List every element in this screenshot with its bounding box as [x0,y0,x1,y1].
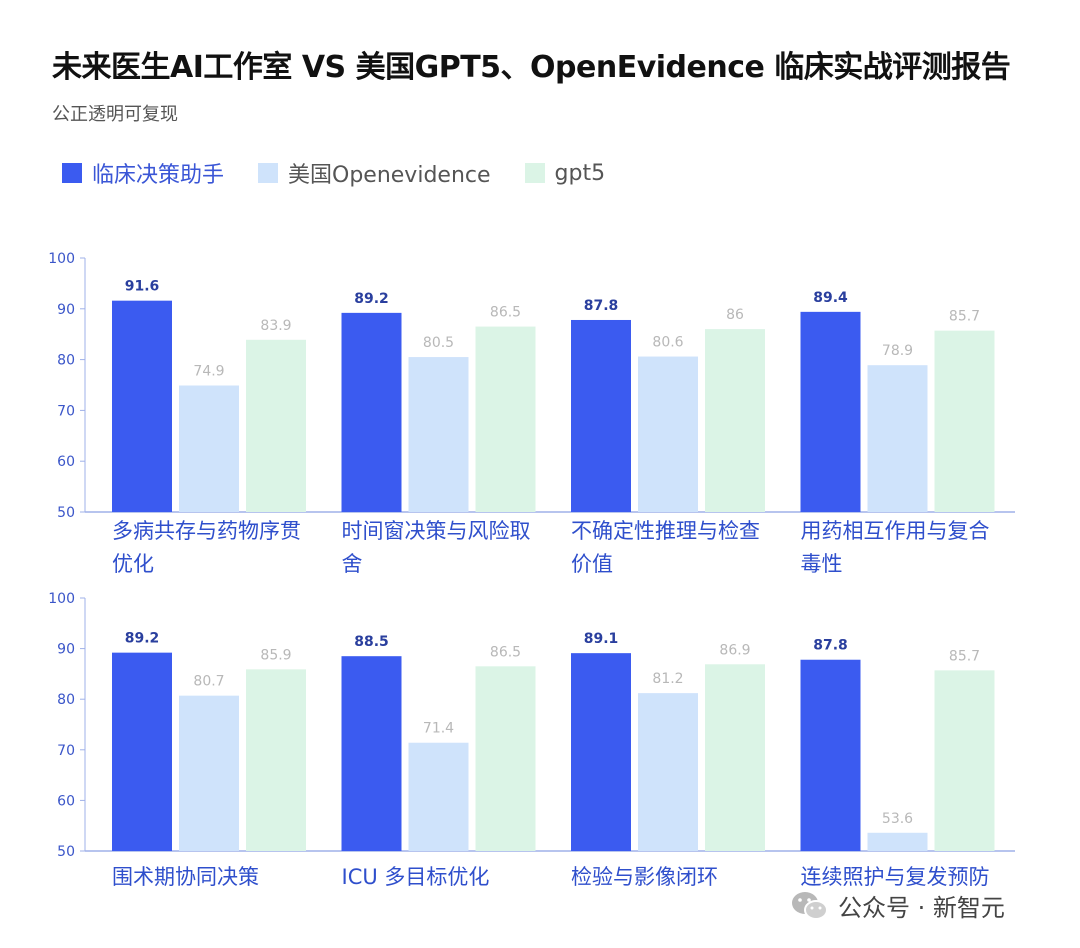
data-label: 53.6 [882,811,913,827]
data-label: 85.9 [260,647,291,663]
x-category-label: 舍 [342,552,363,576]
y-tick-label: 60 [57,454,75,470]
legend-item-openevidence: 美国Openevidence [258,157,491,189]
data-label: 89.4 [813,290,848,306]
legend-swatch-primary [62,163,82,183]
y-tick-label: 80 [57,353,75,369]
bar [408,357,469,512]
data-label: 80.7 [193,674,224,690]
chart-title: 未来医生AI工作室 VS 美国GPT5、OpenEvidence 临床实战评测报… [52,50,1011,85]
x-category-label: 毒性 [801,552,843,576]
watermark-text: 公众号 · 新智元 [838,894,1005,922]
x-category-label: 不确定性推理与检查 [571,519,760,543]
legend: 临床决策助手 美国Openevidence gpt5 [62,157,639,189]
bar [112,652,172,851]
bar [341,656,402,851]
data-label: 80.6 [652,335,683,351]
x-category-label: 连续照护与复发预防 [801,865,990,889]
y-tick-label: 50 [57,505,75,521]
bar [475,326,536,512]
bar [934,330,995,512]
bar [800,659,861,851]
data-label: 86.5 [490,305,521,321]
y-tick-label: 90 [57,642,75,658]
data-label: 89.1 [584,631,619,647]
bar [246,669,306,851]
y-tick-label: 60 [57,793,75,809]
x-category-label: 价值 [571,552,613,576]
y-tick-label: 70 [57,403,75,419]
x-category-label: ICU 多目标优化 [342,865,490,889]
bar [341,312,402,512]
bar [638,356,698,512]
y-tick-label: 70 [57,743,75,759]
bar [571,319,631,512]
watermark: 公众号 · 新智元 [790,888,1005,923]
bar [800,311,861,512]
bar [179,695,239,851]
data-label: 87.8 [584,298,619,314]
data-label: 81.2 [652,671,683,687]
data-label: 83.9 [260,318,291,334]
x-category-label: 检验与影像闭环 [571,865,718,889]
legend-swatch-gpt5 [524,163,545,183]
data-label: 86.5 [490,644,521,660]
bar [112,300,172,512]
legend-item-primary: 临床决策助手 [62,157,224,189]
data-label: 80.5 [423,335,454,351]
data-label: 89.2 [354,291,389,307]
bar [705,329,765,512]
y-tick-label: 50 [57,844,75,860]
data-label: 74.9 [193,364,224,380]
data-label: 78.9 [882,343,913,359]
legend-label-openevidence: 美国Openevidence [288,163,491,188]
bar [179,385,239,512]
bar [246,339,306,512]
bar [934,670,995,851]
data-label: 85.7 [949,309,980,325]
data-label: 85.7 [949,648,980,664]
x-category-label: 时间窗决策与风险取 [342,519,531,543]
data-label: 87.8 [813,638,848,654]
y-tick-label: 90 [57,302,75,318]
bar [867,832,928,851]
y-tick-label: 100 [48,251,75,267]
x-category-label: 优化 [112,552,154,576]
x-category-label: 多病共存与药物序贯 [112,519,301,543]
legend-swatch-openevidence [258,163,279,183]
x-category-label: 围术期协同决策 [112,865,259,889]
data-label: 71.4 [423,721,454,737]
wechat-icon [792,891,828,920]
legend-label-gpt5: gpt5 [554,160,606,186]
y-tick-label: 80 [57,692,75,708]
bar [638,693,698,851]
data-label: 86.9 [719,642,750,658]
data-label: 88.5 [354,634,389,650]
legend-item-gpt5: gpt5 [524,160,606,186]
bar [408,742,469,851]
chart-subtitle: 公正透明可复现 [52,104,178,125]
y-tick-label: 100 [48,591,75,607]
data-label: 86 [726,307,744,323]
bar [571,653,631,851]
data-label: 91.6 [125,279,160,295]
bar [867,365,928,512]
bar [705,664,765,851]
x-category-label: 用药相互作用与复合 [801,519,990,543]
legend-label-primary: 临床决策助手 [92,163,225,188]
data-label: 89.2 [125,631,160,647]
bar [475,666,536,851]
